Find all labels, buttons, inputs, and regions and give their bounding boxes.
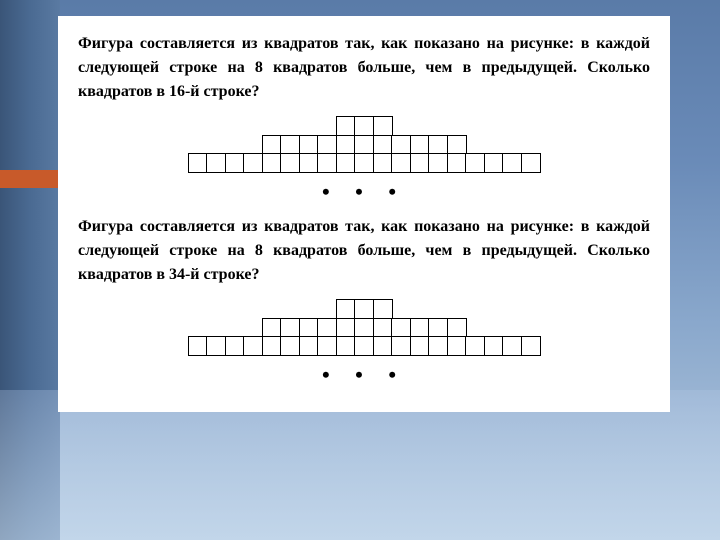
square-cell <box>317 336 337 356</box>
square-cell <box>373 135 393 155</box>
square-cell <box>225 153 245 173</box>
square-cell <box>428 153 448 173</box>
square-cell <box>484 153 504 173</box>
content-card: Фигура составляется из квадратов так, ка… <box>58 16 670 412</box>
square-cell <box>317 318 337 338</box>
square-cell <box>188 153 208 173</box>
square-cell <box>447 153 467 173</box>
square-cell <box>447 318 467 338</box>
square-cell <box>317 135 337 155</box>
square-cell <box>262 318 282 338</box>
square-cell <box>243 336 263 356</box>
square-cell <box>465 153 485 173</box>
figure-row <box>188 336 541 356</box>
square-cell <box>521 153 541 173</box>
square-cell <box>484 336 504 356</box>
square-cell <box>373 318 393 338</box>
square-cell <box>336 116 356 136</box>
square-cell <box>262 336 282 356</box>
figure-row <box>336 299 393 319</box>
square-cell <box>373 153 393 173</box>
square-cell <box>428 318 448 338</box>
square-cell <box>410 153 430 173</box>
square-cell <box>502 153 522 173</box>
square-cell <box>262 153 282 173</box>
square-cell <box>206 153 226 173</box>
square-cell <box>336 336 356 356</box>
square-cell <box>502 336 522 356</box>
square-cell <box>280 135 300 155</box>
square-cell <box>354 153 374 173</box>
square-cell <box>299 153 319 173</box>
square-cell <box>262 135 282 155</box>
square-cell <box>410 135 430 155</box>
problem1-figure <box>78 116 650 173</box>
bottom-gradient <box>0 390 720 540</box>
square-cell <box>280 318 300 338</box>
square-cell <box>428 336 448 356</box>
square-cell <box>354 116 374 136</box>
square-cell <box>225 336 245 356</box>
square-cell <box>373 116 393 136</box>
square-cell <box>410 336 430 356</box>
figure-row <box>188 153 541 173</box>
square-cell <box>299 336 319 356</box>
square-cell <box>336 135 356 155</box>
problem2-dots: • • • <box>78 362 650 388</box>
square-cell <box>391 318 411 338</box>
square-cell <box>373 299 393 319</box>
square-cell <box>447 135 467 155</box>
figure-row <box>262 135 467 155</box>
square-cell <box>354 299 374 319</box>
square-cell <box>280 336 300 356</box>
square-cell <box>188 336 208 356</box>
square-cell <box>243 153 263 173</box>
square-cell <box>391 336 411 356</box>
problem2-text: Фигура составляется из квадратов так, ка… <box>78 215 650 287</box>
square-cell <box>317 153 337 173</box>
square-cell <box>299 318 319 338</box>
problem1-dots: • • • <box>78 179 650 205</box>
square-cell <box>280 153 300 173</box>
figure-row <box>262 318 467 338</box>
square-cell <box>391 153 411 173</box>
orange-accent-bar <box>0 170 58 188</box>
square-cell <box>336 318 356 338</box>
square-cell <box>391 135 411 155</box>
square-cell <box>410 318 430 338</box>
square-cell <box>206 336 226 356</box>
square-cell <box>354 318 374 338</box>
square-cell <box>354 135 374 155</box>
square-cell <box>428 135 448 155</box>
figure-row <box>336 116 393 136</box>
square-cell <box>336 299 356 319</box>
square-cell <box>354 336 374 356</box>
problem2-figure <box>78 299 650 356</box>
square-cell <box>373 336 393 356</box>
square-cell <box>465 336 485 356</box>
square-cell <box>336 153 356 173</box>
square-cell <box>299 135 319 155</box>
square-cell <box>447 336 467 356</box>
problem1-text: Фигура составляется из квадратов так, ка… <box>78 32 650 104</box>
square-cell <box>521 336 541 356</box>
